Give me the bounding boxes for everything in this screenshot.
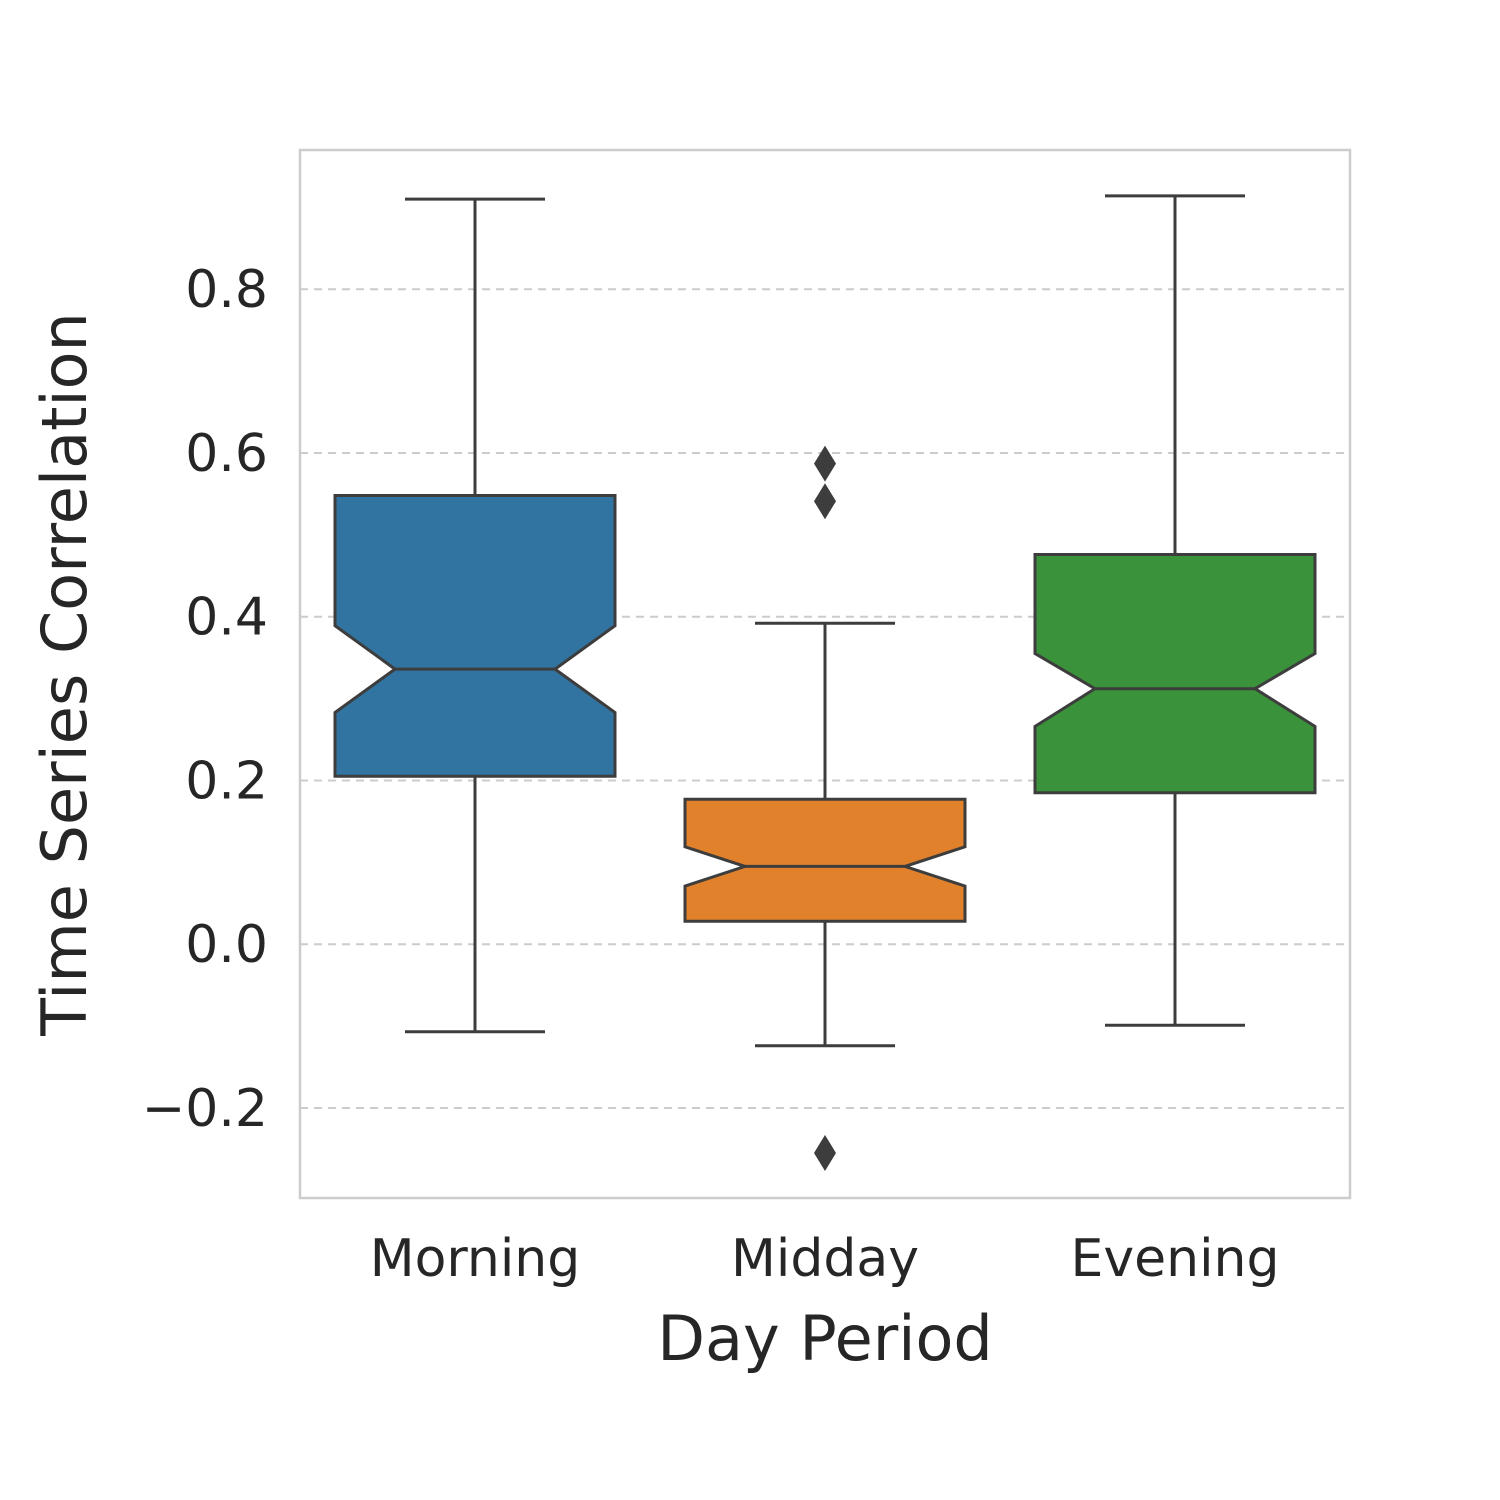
y-tick-label: 0.8	[185, 260, 268, 320]
plot-frame	[298, 148, 1352, 1200]
boxes	[333, 194, 1317, 1171]
box-evening	[1033, 553, 1317, 795]
x-tick-label: Midday	[731, 1229, 919, 1289]
box-group-evening	[1033, 194, 1317, 1027]
box-morning	[333, 494, 617, 778]
y-tick-label: 0.0	[185, 915, 268, 975]
y-tick-label: 0.2	[185, 751, 268, 811]
box-group-morning	[333, 197, 617, 1034]
outlier-point	[814, 445, 836, 482]
outlier-point	[814, 1134, 836, 1171]
y-tick-label: −0.2	[142, 1079, 268, 1139]
box-midday	[683, 797, 967, 923]
x-axis-title: Day Period	[657, 1302, 992, 1375]
y-tick-labels: −0.2 0.0 0.2 0.4 0.6 0.8	[142, 260, 268, 1139]
y-tick-label: 0.4	[185, 588, 268, 648]
y-axis-title: Time Series Correlation	[28, 312, 101, 1037]
x-tick-label: Evening	[1071, 1229, 1280, 1289]
x-tick-label: Morning	[370, 1229, 581, 1289]
box-group-midday	[683, 445, 967, 1171]
outlier-point	[814, 483, 836, 520]
x-tick-labels: Morning Midday Evening	[370, 1229, 1280, 1289]
y-tick-label: 0.6	[185, 424, 268, 484]
